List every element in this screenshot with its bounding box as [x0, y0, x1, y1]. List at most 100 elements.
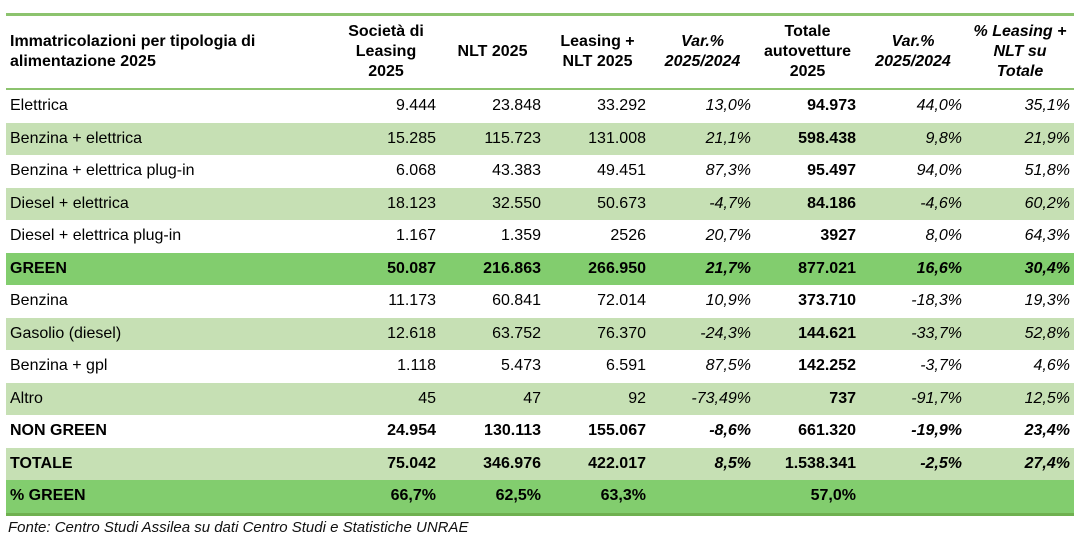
cell: 131.008	[588, 129, 646, 147]
table-row: Diesel + elettrica plug-in 1.167 1.359 2526…	[6, 220, 1074, 253]
cell: 87,5%	[705, 357, 751, 375]
cell: 422.017	[588, 454, 646, 472]
cell: 11.173	[388, 292, 436, 310]
cell	[966, 480, 1074, 514]
header-var-total: Var.% 2025/2024	[875, 33, 951, 70]
cell: 76.370	[597, 324, 646, 342]
cell: 19,3%	[1024, 292, 1070, 310]
cell: 142.252	[798, 357, 856, 375]
cell: 661.320	[798, 422, 856, 440]
cell: 346.976	[483, 454, 541, 472]
cell: 21,1%	[705, 129, 751, 147]
cell: 32.550	[492, 194, 541, 212]
table-row: Benzina + elettrica plug-in 6.068 43.383 49…	[6, 155, 1074, 188]
cell: -8,6%	[709, 422, 751, 440]
cell: 23.848	[492, 97, 541, 115]
cell: 6.591	[605, 357, 646, 375]
cell: 24.954	[387, 422, 436, 440]
cell: 5.473	[500, 357, 541, 375]
header-leasing: Società di Leasing 2025	[348, 23, 424, 80]
header-share: % Leasing + NLT su Totale	[973, 23, 1067, 80]
cell: 9.444	[395, 97, 436, 115]
cell: -19,9%	[911, 422, 962, 440]
table-row: Altro 45 47 92 -73,49% 737 -91,7% 12,5%	[6, 382, 1074, 415]
cell: 1.359	[500, 227, 541, 245]
cell: 877.021	[798, 259, 856, 277]
cell: 64,3%	[1024, 227, 1070, 245]
cell: 27,4%	[1024, 454, 1070, 472]
cell: 50.673	[597, 194, 646, 212]
cell: 8,0%	[925, 227, 962, 245]
row-label: Benzina + gpl	[10, 357, 108, 375]
cell: 15.285	[387, 129, 436, 147]
cell: 216.863	[483, 259, 541, 277]
cell	[860, 480, 966, 514]
cell: 12,5%	[1024, 389, 1070, 407]
table-row: Elettrica 9.444 23.848 33.292 13,0% 94.973 44,…	[6, 89, 1074, 123]
cell: 50.087	[387, 259, 436, 277]
cell: 115.723	[484, 129, 541, 147]
cell: 63,3%	[600, 487, 646, 505]
cell: 95.497	[807, 162, 856, 180]
cell: 51,8%	[1024, 162, 1070, 180]
cell: 66,7%	[390, 487, 436, 505]
cell: 9,8%	[925, 129, 962, 147]
registrations-table: Immatricolazioni per tipologia di alimen…	[6, 13, 1074, 516]
cell: 1.118	[397, 357, 436, 375]
cell: 72.014	[597, 292, 646, 310]
cell: 18.123	[387, 194, 436, 212]
cell: -2,5%	[920, 454, 962, 472]
cell: 44,0%	[916, 97, 962, 115]
cell: -18,3%	[911, 292, 962, 310]
cell: 94,0%	[916, 162, 962, 180]
cell: -91,7%	[911, 389, 962, 407]
cell: 266.950	[588, 259, 646, 277]
header-var-leasing: Var.% 2025/2024	[664, 33, 741, 70]
table-row: % GREEN 66,7% 62,5% 63,3% 57,0%	[6, 480, 1074, 514]
cell: 8,5%	[714, 454, 751, 472]
cell: 21,7%	[705, 259, 751, 277]
cell: -4,7%	[709, 194, 751, 212]
cell: 87,3%	[705, 162, 751, 180]
cell: 62,5%	[495, 487, 541, 505]
header-category: Immatricolazioni per tipologia di alimen…	[10, 33, 256, 70]
cell: 60.841	[492, 292, 541, 310]
table-row: Diesel + elettrica 18.123 32.550 50.673 -4,7…	[6, 187, 1074, 220]
cell: 3927	[820, 227, 856, 245]
row-label: TOTALE	[10, 454, 73, 472]
source-note: Fonte: Centro Studi Assilea su dati Cent…	[8, 519, 469, 536]
cell: 1.167	[395, 227, 436, 245]
cell: 13,0%	[705, 97, 751, 115]
cell: 75.042	[387, 454, 436, 472]
table-row: Gasolio (diesel) 12.618 63.752 76.370 -24,3%…	[6, 317, 1074, 350]
cell: 30,4%	[1024, 259, 1070, 277]
cell: 21,9%	[1024, 129, 1070, 147]
cell: 23,4%	[1024, 422, 1070, 440]
table-row: Benzina + elettrica 15.285 115.723 131.008 2…	[6, 122, 1074, 155]
row-label: Gasolio (diesel)	[10, 324, 122, 342]
header-total-cars: Totale autovetture 2025	[763, 23, 852, 80]
cell: 155.067	[588, 422, 646, 440]
cell: 94.973	[807, 97, 856, 115]
row-label: GREEN	[10, 259, 67, 277]
cell: 47	[523, 389, 541, 407]
row-label: Altro	[10, 389, 43, 407]
cell: 16,6%	[916, 259, 962, 277]
cell: 20,7%	[705, 227, 751, 245]
row-label: Benzina	[10, 292, 68, 310]
cell: -4,6%	[920, 194, 962, 212]
cell: 6.068	[395, 162, 436, 180]
cell: 4,6%	[1033, 357, 1070, 375]
cell: 373.710	[798, 292, 856, 310]
cell: 130.113	[484, 422, 541, 440]
header-leasing-nlt: Leasing + NLT 2025	[560, 33, 635, 70]
row-label: % GREEN	[10, 487, 86, 505]
cell: 57,0%	[810, 487, 856, 505]
table-row: Benzina + gpl 1.118 5.473 6.591 87,5% 142.252…	[6, 350, 1074, 383]
cell: 43.383	[492, 162, 541, 180]
cell	[650, 480, 755, 514]
row-label: NON GREEN	[10, 422, 107, 440]
cell: 10,9%	[705, 292, 751, 310]
cell: 49.451	[597, 162, 646, 180]
cell: 33.292	[597, 97, 646, 115]
